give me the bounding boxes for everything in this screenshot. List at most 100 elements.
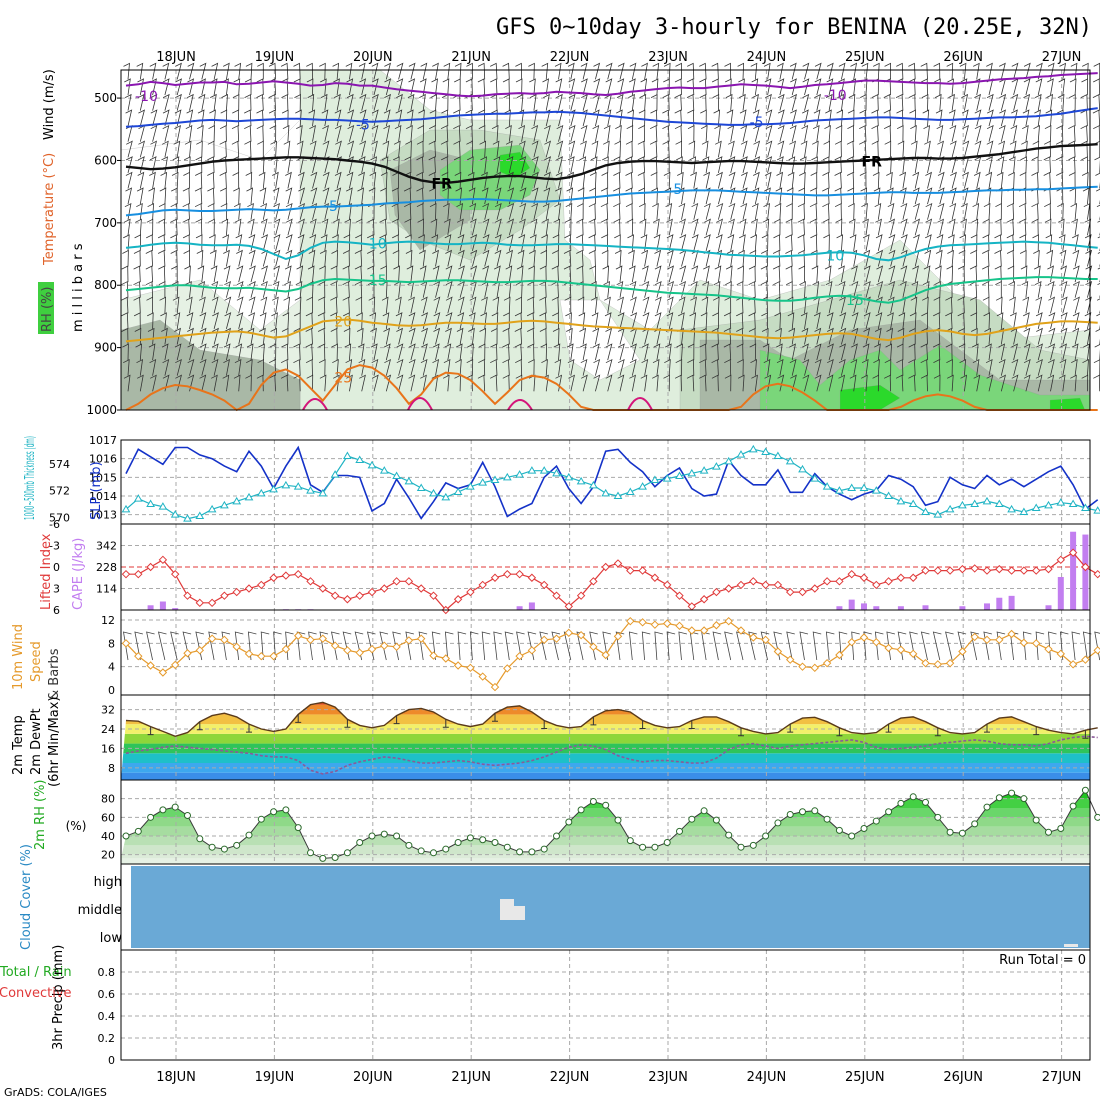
wind-barb — [627, 234, 634, 251]
wind-barb — [949, 140, 957, 158]
wind-barb — [750, 359, 757, 376]
wind-barb — [199, 358, 207, 376]
wind-barb — [996, 312, 1004, 329]
wind-barb — [662, 109, 670, 127]
wind-barb — [1096, 298, 1100, 314]
wind-barb — [443, 359, 451, 376]
date-label: 25JUN — [845, 50, 885, 65]
wind-barb — [580, 62, 588, 80]
wind-barb — [355, 218, 363, 236]
wind-barb — [810, 249, 818, 267]
wind-barb — [322, 124, 329, 142]
top-date-axis: 18JUN 19JUN 20JUN 21JUN 22JUN 23JUN 24JUN 25JUN… — [156, 50, 1081, 65]
wind-barb — [320, 78, 327, 96]
wind-barb — [333, 374, 340, 392]
wind-barb — [542, 202, 550, 220]
wind-barb — [527, 296, 535, 314]
wind-barb — [883, 109, 891, 127]
temp-minmax-bar — [836, 727, 843, 737]
wind-barb — [441, 156, 449, 173]
wind-barb — [974, 140, 982, 158]
wind-barb — [851, 343, 858, 361]
wind-barb — [751, 218, 758, 236]
wind-barb — [208, 631, 217, 661]
thickness-point — [798, 464, 807, 473]
wind-barb — [812, 281, 820, 298]
wind-barb — [1072, 312, 1080, 329]
wind-barb — [258, 343, 265, 361]
wind-barb — [625, 140, 633, 158]
lifted-point — [810, 584, 820, 593]
lifted-point — [970, 564, 979, 573]
wind-barb — [925, 187, 933, 205]
wind-barb — [641, 358, 649, 376]
wind-barb — [797, 203, 805, 220]
wind-barb — [748, 327, 756, 345]
wind-barb — [1094, 156, 1100, 173]
wind-barb — [814, 343, 822, 361]
lifted-point — [822, 577, 832, 586]
wind-barb — [613, 218, 621, 236]
wind-barb — [763, 203, 770, 220]
wind-barb — [1072, 249, 1080, 267]
wind-barb — [392, 234, 399, 251]
thickness-point — [773, 451, 783, 459]
wind-barb — [207, 171, 215, 189]
thickness-point — [502, 472, 512, 481]
wind-barb — [453, 93, 461, 111]
wind-barb — [1019, 249, 1027, 267]
wind-barb — [948, 218, 956, 236]
wind-barb — [555, 187, 562, 205]
wind-barb — [617, 62, 625, 80]
wind-barb — [207, 187, 215, 205]
wind-barb — [997, 156, 1005, 173]
wind-barb — [249, 265, 256, 283]
wind-barb — [777, 140, 785, 158]
wind-barb — [379, 234, 387, 251]
wind-barb — [194, 187, 203, 205]
wind-barb — [478, 109, 486, 127]
lifted-point — [995, 564, 1004, 574]
wind-barb — [982, 265, 990, 283]
rh2m-point — [134, 827, 142, 835]
wind-barb — [678, 296, 686, 314]
wind-barb — [1035, 296, 1043, 314]
wind-barb — [539, 296, 547, 314]
wind-barb — [716, 171, 723, 189]
wind-barb — [711, 343, 719, 361]
wind10m-point — [343, 646, 352, 655]
wind-barb — [175, 358, 182, 376]
wind-barb — [1069, 78, 1077, 96]
wind-barb — [653, 234, 661, 251]
wind-barb — [716, 218, 723, 236]
total-rain-label: Total / Rain — [0, 965, 72, 980]
wind10m-tick-label: 4 — [108, 661, 115, 674]
wind-barb — [273, 202, 280, 220]
wind-barb — [420, 374, 427, 392]
wind-barb — [897, 631, 907, 661]
wind-barb — [322, 140, 330, 158]
wind10m-point — [441, 654, 451, 663]
wind-barb — [453, 125, 461, 142]
rh2m-point — [799, 808, 806, 816]
wind-barb — [962, 171, 969, 189]
rh2m-point — [946, 828, 954, 836]
wind-barb — [600, 203, 609, 220]
wind-barb — [342, 296, 350, 314]
lifted-point — [515, 569, 524, 579]
wind-barb — [223, 249, 230, 267]
wind-barb — [748, 265, 756, 283]
wind-barb — [888, 280, 896, 298]
lifted-point — [576, 591, 586, 600]
wind-barb — [625, 156, 633, 173]
lifted-point — [958, 564, 967, 574]
wind-barb — [295, 281, 303, 298]
wind-barb — [332, 359, 339, 376]
wind-barb — [417, 125, 425, 142]
cape-bar — [147, 605, 154, 610]
lifted-point — [466, 587, 475, 597]
wind-barb — [158, 203, 166, 220]
wind-barb — [1093, 78, 1100, 96]
